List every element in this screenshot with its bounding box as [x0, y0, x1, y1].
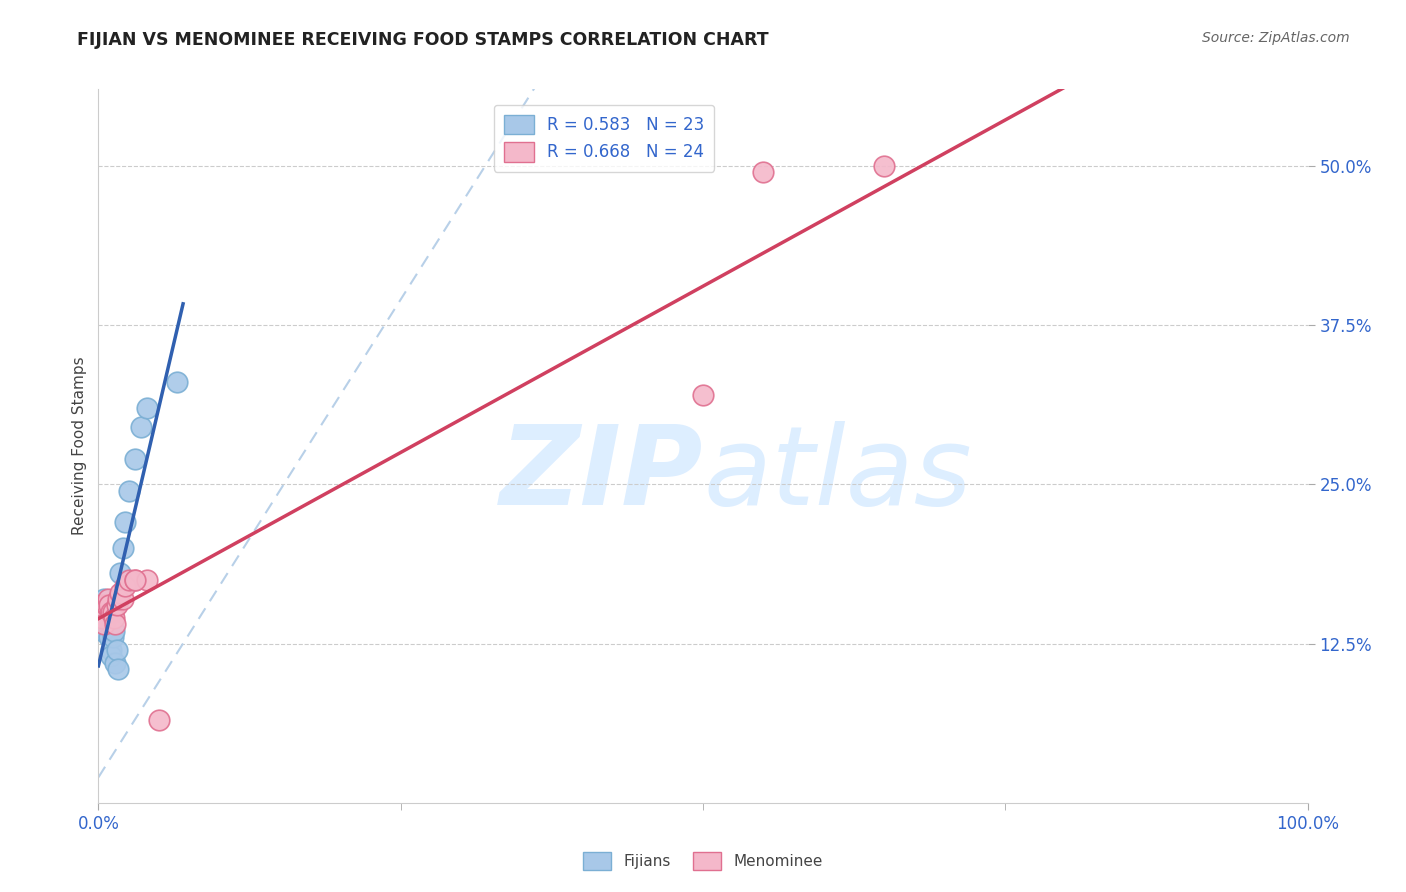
Point: [124, 573, 146, 587]
Point: [100, 605, 122, 619]
Point: [104, 656, 127, 670]
Point: [91, 624, 114, 638]
Point: [103, 611, 125, 625]
Point: [91, 611, 114, 625]
Point: [118, 483, 141, 498]
Point: [103, 624, 125, 638]
Point: [94, 599, 117, 613]
Point: [111, 541, 134, 555]
Point: [96, 617, 118, 632]
Point: [124, 573, 146, 587]
Point: [148, 713, 170, 727]
Point: [129, 420, 152, 434]
Text: atlas: atlas: [703, 421, 972, 528]
Point: [135, 401, 157, 415]
Point: [97, 605, 120, 619]
Text: ZIP: ZIP: [499, 421, 703, 528]
Text: FIJIAN VS MENOMINEE RECEIVING FOOD STAMPS CORRELATION CHART: FIJIAN VS MENOMINEE RECEIVING FOOD STAMP…: [77, 31, 769, 49]
Point: [111, 591, 134, 606]
Point: [107, 591, 129, 606]
Point: [124, 451, 146, 466]
Point: [752, 165, 775, 179]
Text: Source: ZipAtlas.com: Source: ZipAtlas.com: [1202, 31, 1350, 45]
Point: [101, 605, 124, 619]
Point: [118, 573, 141, 587]
Point: [105, 643, 128, 657]
Point: [96, 599, 118, 613]
Point: [94, 611, 117, 625]
Point: [107, 662, 129, 676]
Point: [93, 591, 115, 606]
Point: [97, 591, 120, 606]
Point: [90, 599, 112, 613]
Point: [104, 617, 127, 632]
Point: [98, 599, 121, 613]
Point: [135, 573, 157, 587]
Point: [114, 516, 136, 530]
Point: [101, 630, 124, 644]
Point: [91, 605, 114, 619]
Point: [692, 388, 714, 402]
Point: [90, 599, 112, 613]
Point: [100, 643, 122, 657]
Point: [873, 159, 896, 173]
Point: [105, 599, 128, 613]
Point: [108, 566, 131, 581]
Point: [114, 579, 136, 593]
Point: [108, 585, 131, 599]
Point: [100, 649, 122, 664]
Legend: Fijians, Menominee: Fijians, Menominee: [578, 847, 828, 876]
Y-axis label: Receiving Food Stamps: Receiving Food Stamps: [72, 357, 87, 535]
Point: [166, 376, 188, 390]
Point: [98, 630, 121, 644]
Point: [93, 617, 115, 632]
